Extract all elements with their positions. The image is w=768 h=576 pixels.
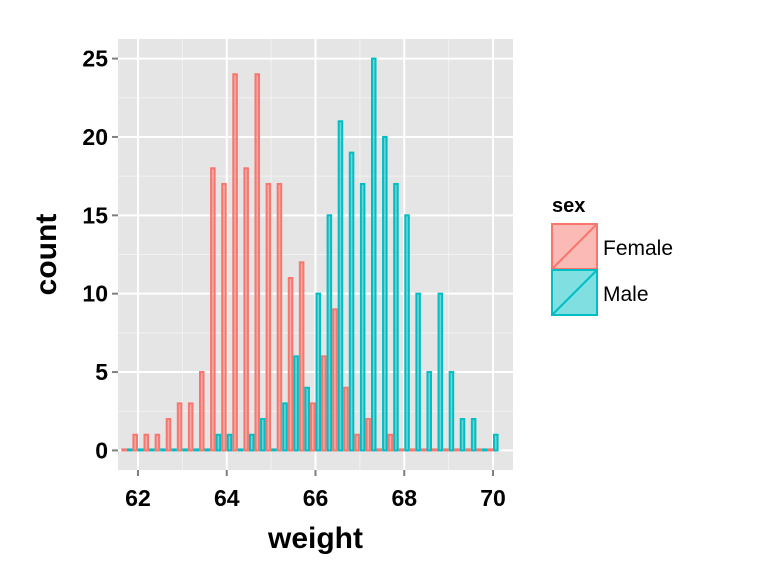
bar-female: [409, 448, 416, 452]
bar-male: [437, 292, 444, 452]
bar-female: [254, 73, 261, 452]
bar-male: [393, 182, 399, 452]
bar-male: [293, 355, 299, 452]
bar-female: [265, 182, 272, 452]
bar-male: [137, 448, 144, 452]
y-tick-label: 20: [82, 124, 108, 150]
x-tick-label: 66: [303, 485, 329, 511]
bar-male: [382, 135, 388, 452]
bar-female: [121, 448, 127, 452]
bar-female: [154, 433, 161, 452]
bar-male: [470, 418, 477, 452]
bar-male: [326, 214, 333, 452]
y-tick-label: 15: [82, 202, 108, 228]
bar-female: [210, 167, 216, 452]
x-tick-label: 68: [391, 485, 417, 511]
bar-female: [298, 261, 305, 452]
bar-female: [376, 448, 383, 452]
bar-female: [365, 418, 371, 452]
bar-male: [149, 448, 155, 452]
legend-key-diagonal: [551, 223, 598, 270]
legend-label: Female: [603, 237, 673, 260]
bar-female: [132, 433, 138, 452]
bar-male: [260, 418, 266, 452]
bar-female: [165, 418, 172, 452]
bar-female: [287, 277, 294, 452]
bar-female: [387, 433, 394, 452]
bar-female: [343, 386, 349, 452]
bar-male: [126, 448, 133, 452]
bar-male: [282, 402, 288, 452]
bar-female: [432, 448, 438, 452]
y-axis: 0 5 10 15 20 25: [82, 46, 118, 463]
bar-male: [171, 448, 177, 452]
bars: [121, 57, 499, 452]
bar-male: [182, 448, 188, 452]
bar-male: [359, 182, 366, 452]
bar-female: [198, 371, 205, 452]
bar-male: [404, 214, 410, 452]
bar-female: [143, 433, 150, 452]
bar-male: [215, 433, 222, 452]
bar-female: [276, 182, 283, 452]
bar-female: [332, 308, 338, 452]
bar-male: [271, 448, 277, 452]
y-tick-label: 0: [95, 437, 108, 463]
bar-male: [204, 448, 211, 452]
bar-male: [426, 371, 433, 452]
x-tick-label: 64: [214, 485, 240, 511]
bar-female: [443, 448, 449, 452]
legend-item-female: Female: [551, 223, 673, 270]
bar-female: [309, 402, 316, 452]
bar-female: [243, 167, 249, 452]
legend-key-diagonal: [551, 269, 598, 316]
legend: sex Female Male: [551, 195, 673, 316]
bar-male: [348, 151, 355, 452]
x-tick-label: 62: [125, 485, 151, 511]
bar-male: [248, 433, 255, 452]
bar-male: [459, 418, 466, 452]
y-tick-label: 10: [82, 281, 108, 307]
bar-male: [315, 292, 322, 452]
bar-male: [415, 292, 421, 452]
x-axis: 62 64 66 68 70: [125, 470, 506, 511]
bar-male: [481, 448, 488, 452]
y-tick-label: 5: [95, 359, 108, 385]
y-axis-title: count: [30, 214, 63, 296]
bar-male: [160, 448, 166, 452]
bar-female: [321, 355, 327, 452]
bar-female: [176, 402, 183, 452]
bar-female: [420, 448, 427, 452]
bar-female: [487, 448, 494, 452]
bar-female: [354, 433, 360, 452]
bar-male: [193, 448, 199, 452]
bar-male: [370, 57, 377, 452]
bar-female: [476, 448, 482, 452]
bar-female: [187, 402, 194, 452]
legend-label: Male: [603, 283, 649, 306]
bar-female: [454, 448, 460, 452]
bar-male: [226, 433, 233, 452]
bar-female: [232, 73, 238, 452]
legend-title: sex: [552, 195, 585, 217]
x-axis-title: weight: [267, 522, 363, 555]
bar-female: [221, 182, 227, 452]
bar-male: [448, 371, 455, 452]
bar-female: [465, 448, 471, 452]
bar-male: [237, 448, 244, 452]
bar-male: [337, 120, 344, 452]
bar-male: [304, 386, 310, 452]
legend-item-male: Male: [551, 269, 649, 316]
bar-female: [398, 448, 405, 452]
bar-male: [493, 433, 499, 452]
x-tick-label: 70: [480, 485, 506, 511]
y-tick-label: 25: [82, 46, 108, 72]
